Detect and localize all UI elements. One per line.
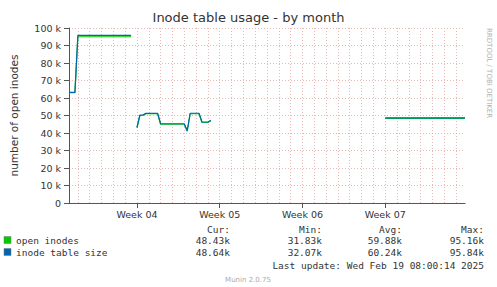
svg-text:48.64k: 48.64k <box>196 247 231 258</box>
svg-text:80 k: 80 k <box>40 58 61 69</box>
svg-text:RRDTOOL / TOBI OETIKER: RRDTOOL / TOBI OETIKER <box>485 28 493 118</box>
svg-text:Week 05: Week 05 <box>199 209 240 220</box>
svg-text:Week 04: Week 04 <box>116 209 157 220</box>
svg-text:95.84k: 95.84k <box>450 247 485 258</box>
svg-text:Cur:: Cur: <box>207 224 230 235</box>
svg-text:30 k: 30 k <box>40 145 61 156</box>
svg-text:20 k: 20 k <box>40 163 61 174</box>
svg-text:Avg:: Avg: <box>379 224 402 235</box>
svg-text:50 k: 50 k <box>40 110 61 121</box>
svg-text:open inodes: open inodes <box>16 235 79 246</box>
svg-text:Max:: Max: <box>461 224 484 235</box>
svg-text:number of open inodes: number of open inodes <box>8 55 20 177</box>
svg-text:40 k: 40 k <box>40 128 61 139</box>
svg-text:0: 0 <box>55 198 61 209</box>
svg-text:100 k: 100 k <box>34 23 61 34</box>
svg-text:inode table size: inode table size <box>16 247 108 258</box>
svg-text:31.83k: 31.83k <box>288 235 323 246</box>
svg-text:Inode table usage - by month: Inode table usage - by month <box>153 10 345 25</box>
svg-text:Munin 2.0.75: Munin 2.0.75 <box>225 276 271 284</box>
svg-text:59.88k: 59.88k <box>368 235 403 246</box>
svg-text:60.24k: 60.24k <box>368 247 403 258</box>
svg-text:Week 07: Week 07 <box>365 209 406 220</box>
svg-text:95.16k: 95.16k <box>450 235 485 246</box>
svg-text:Min:: Min: <box>299 224 322 235</box>
svg-text:10 k: 10 k <box>40 180 61 191</box>
svg-text:90 k: 90 k <box>40 40 61 51</box>
svg-text:48.43k: 48.43k <box>196 235 231 246</box>
svg-text:Last update: Wed Feb 19 08:00:: Last update: Wed Feb 19 08:00:14 2025 <box>272 260 484 271</box>
svg-text:60 k: 60 k <box>40 93 61 104</box>
svg-text:70 k: 70 k <box>40 75 61 86</box>
svg-text:Week 06: Week 06 <box>282 209 323 220</box>
svg-text:32.07k: 32.07k <box>288 247 323 258</box>
